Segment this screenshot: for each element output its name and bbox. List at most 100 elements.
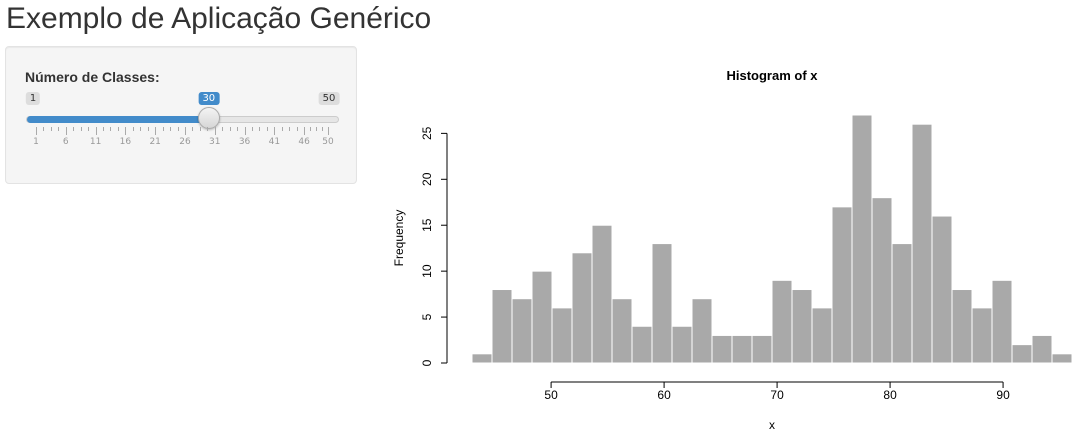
slider-grid-label: 11 (89, 137, 102, 147)
histogram-bar (911, 123, 933, 364)
slider-grid-label: 16 (119, 137, 132, 147)
slider-grid-minor-tick (170, 127, 172, 131)
slider-grid-label: 26 (179, 137, 191, 147)
slider-grid-minor-tick (80, 127, 82, 131)
y-tick-label: 20 (420, 172, 434, 186)
histogram-bar (871, 197, 893, 364)
slider-grid-tick (328, 127, 329, 135)
histogram-bar (951, 289, 973, 364)
slider-grid-minor-tick (322, 127, 324, 131)
histogram-bar (651, 243, 673, 364)
y-tick-label: 5 (420, 313, 434, 320)
histogram-bar (931, 215, 953, 364)
slider-grid-minor-tick (266, 127, 268, 131)
x-axis: 50 60 70 80 90 (544, 381, 1010, 402)
slider-grid-minor-tick (316, 127, 318, 131)
slider-grid-label: 31 (209, 137, 221, 147)
slider-grid-label: 46 (298, 137, 310, 147)
histogram-bar (731, 334, 753, 364)
slider-grid-minor-tick (252, 127, 254, 131)
histogram-bar (471, 353, 493, 364)
slider-grid-label: 6 (62, 137, 69, 147)
histogram-bar (831, 206, 853, 364)
x-tick-label: 50 (544, 388, 558, 402)
slider-grid-minor-tick (58, 127, 60, 131)
histogram-bar (771, 279, 793, 364)
slider-grid-tick (274, 127, 276, 135)
slider-grid-minor-tick (229, 127, 231, 131)
slider-grid-minor-tick (88, 127, 90, 131)
slider-grid-minor-tick (237, 127, 239, 131)
histogram-bar (791, 289, 813, 364)
histogram-bar (1031, 334, 1053, 364)
slider-grid-minor-tick (192, 127, 194, 131)
slider-grid-minor-tick (259, 127, 261, 131)
slider-grid-minor-tick (222, 127, 224, 131)
slider-grid-tick (36, 127, 37, 135)
slider-grid-minor-tick (296, 127, 298, 131)
slider-grid-tick (214, 127, 216, 135)
slider-grid-tick (184, 127, 186, 135)
chart-title: Histogram of x (726, 68, 818, 83)
histogram-bar (551, 307, 573, 364)
slider-grid-tick (65, 127, 67, 135)
histogram-bar (991, 279, 1013, 364)
histogram-bar (571, 252, 593, 364)
histogram-bar (1051, 353, 1073, 364)
histogram-bar (491, 289, 513, 364)
slider-grid-minor-tick (50, 127, 52, 131)
slider-max-badge: 50 (318, 92, 340, 105)
slider-label: Número de Classes: (25, 69, 160, 85)
slider-grid-tick (244, 127, 246, 135)
x-axis-label: x (769, 418, 775, 432)
histogram-bar (891, 243, 913, 364)
histogram-bar (971, 307, 993, 364)
x-tick-label: 90 (996, 388, 1010, 402)
histogram-bar (631, 325, 653, 364)
slider-value-badge: 30 (198, 92, 220, 105)
slider-grid-minor-tick (162, 127, 164, 131)
y-tick-label: 25 (420, 126, 434, 140)
slider-grid-label: 1 (33, 137, 39, 147)
slider-grid-label: 50 (322, 137, 334, 147)
y-axis-label: Frequency (392, 210, 406, 267)
slider-grid-minor-tick (207, 127, 209, 131)
slider-fill (27, 116, 210, 123)
slider-track[interactable] (26, 116, 339, 123)
slider-grid-tick (155, 127, 157, 135)
slider-grid-tick (304, 127, 306, 135)
slider-grid-minor-tick (281, 127, 283, 131)
histogram-bar (671, 325, 693, 364)
slider-grid-minor-tick (177, 127, 179, 131)
slider-grid-minor-tick (103, 127, 105, 131)
histogram-bar (751, 334, 773, 364)
histogram-bar (511, 298, 533, 364)
app-title: Exemplo de Aplicação Genérico (6, 2, 432, 35)
histogram-bar (531, 270, 553, 364)
slider-grid-minor-tick (199, 127, 201, 131)
slider-min-badge: 1 (25, 92, 41, 105)
y-tick-label: 10 (420, 264, 434, 278)
histogram-bar (611, 298, 633, 364)
histogram-bar (711, 334, 733, 364)
histogram-bar (691, 298, 713, 364)
slider-grid-label: 41 (268, 137, 281, 147)
slider-grid-minor-tick (289, 127, 291, 131)
slider-grid-label: 21 (149, 137, 161, 147)
histogram-bar (851, 114, 873, 364)
slider-handle[interactable] (197, 107, 220, 129)
x-tick-label: 70 (770, 388, 784, 402)
slider-grid-minor-tick (117, 127, 119, 131)
x-tick-label: 80 (883, 388, 897, 402)
slider-grid-minor-tick (147, 127, 149, 131)
slider-grid-minor-tick (132, 127, 134, 131)
histogram-bar (811, 307, 833, 364)
slider-grid-tick (95, 127, 97, 135)
slider-grid-tick (125, 127, 127, 135)
y-tick-label: 0 (420, 359, 434, 366)
slider-grid-minor-tick (43, 127, 45, 131)
sidebar-panel: Número de Classes: 1 30 50 1 6 11 16 21 26 31 3… (5, 46, 357, 184)
slider-grid-label: 36 (238, 137, 251, 147)
x-tick-label: 60 (657, 388, 671, 402)
